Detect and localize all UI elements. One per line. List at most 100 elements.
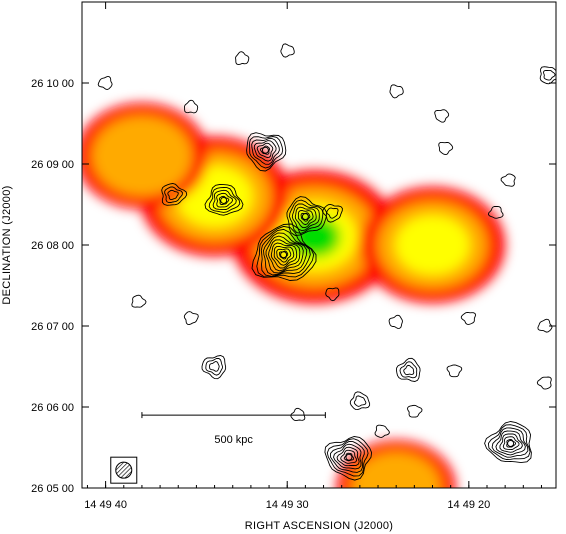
contour-source-3 xyxy=(324,436,373,481)
contour-ring xyxy=(131,294,147,308)
contour-ring xyxy=(340,449,358,464)
y-tick-label: 26 10 00 xyxy=(31,78,74,90)
contour-ring xyxy=(256,225,315,278)
contour-source-17 xyxy=(434,109,450,123)
contour-source-8 xyxy=(201,355,227,380)
contour-ring xyxy=(324,436,373,481)
contour-ring xyxy=(536,376,552,390)
contour-ring xyxy=(208,187,241,213)
contour-layer xyxy=(97,43,556,481)
contour-source-29 xyxy=(184,99,199,114)
contour-ring xyxy=(216,192,234,208)
contour-peak xyxy=(280,251,288,259)
contour-ring xyxy=(235,51,250,66)
contour-source-6 xyxy=(161,183,188,206)
contour-source-2 xyxy=(246,132,287,172)
contour-source-10 xyxy=(349,391,371,411)
contour-ring xyxy=(253,140,277,162)
contour-source-19 xyxy=(487,205,504,219)
contour-ring xyxy=(273,245,295,266)
contour-ring xyxy=(260,145,271,155)
contour-ring xyxy=(256,142,274,158)
y-tick-label: 26 09 00 xyxy=(31,159,74,171)
contour-ring xyxy=(500,173,516,187)
contour-ring xyxy=(499,433,523,453)
y-tick-label: 26 05 00 xyxy=(31,483,74,495)
emission-level-2-2 xyxy=(395,215,471,275)
contour-ring xyxy=(246,132,287,172)
contour-ring xyxy=(446,364,463,378)
contour-ring xyxy=(374,424,390,438)
contour-ring xyxy=(278,250,289,260)
contour-source-0 xyxy=(251,223,317,281)
contour-ring xyxy=(326,438,369,477)
contour-source-4 xyxy=(484,421,532,464)
contour-ring xyxy=(291,203,320,232)
contour-source-23 xyxy=(388,314,403,329)
contour-source-27 xyxy=(460,311,477,325)
contour-source-30 xyxy=(280,43,295,58)
contour-peak xyxy=(220,196,228,204)
contour-peak xyxy=(507,439,515,447)
contour-ring xyxy=(460,311,477,325)
contour-source-22 xyxy=(325,287,340,302)
scale-bar: 500 kpc xyxy=(141,412,326,446)
contour-source-25 xyxy=(374,424,390,438)
contour-ring xyxy=(286,196,327,236)
contour-ring xyxy=(343,452,355,462)
contour-ring xyxy=(248,136,284,169)
contour-ring xyxy=(403,364,415,376)
emission-blur-group xyxy=(82,103,506,488)
contour-ring xyxy=(289,199,324,234)
contour-ring xyxy=(205,357,223,376)
x-tick-label: 14 49 30 xyxy=(266,499,309,511)
contour-ring xyxy=(294,206,317,229)
contour-ring xyxy=(276,248,292,263)
x-tick-label: 14 49 20 xyxy=(447,499,490,511)
contour-ring xyxy=(399,361,418,379)
contour-ring xyxy=(209,361,220,372)
contour-source-28 xyxy=(97,76,113,90)
contour-ring xyxy=(353,395,367,407)
beam-ellipse xyxy=(115,461,133,479)
beam-marker xyxy=(110,456,138,484)
contour-ring xyxy=(204,184,244,216)
contour-ring xyxy=(330,441,365,473)
contour-ring xyxy=(161,183,188,206)
x-axis-title: RIGHT ASCENSION (J2000) xyxy=(245,520,394,532)
contour-ring xyxy=(297,210,314,226)
contour-ring xyxy=(349,391,371,411)
contour-ring xyxy=(167,189,179,201)
contour-ring xyxy=(325,287,340,302)
contour-ring xyxy=(438,141,454,156)
diffuse-emission-layer xyxy=(82,103,506,488)
contour-ring xyxy=(265,235,304,274)
contour-ring xyxy=(487,424,531,460)
contour-ring xyxy=(322,203,343,223)
contour-ring xyxy=(333,443,362,470)
contour-source-1 xyxy=(286,196,327,236)
contour-ring xyxy=(268,239,301,272)
contour-source-21 xyxy=(183,311,199,325)
contour-source-26 xyxy=(407,404,423,418)
contour-ring xyxy=(389,84,404,99)
contour-ring xyxy=(164,186,183,204)
contour-ring xyxy=(491,427,529,458)
contour-ring xyxy=(396,357,421,382)
beam-box xyxy=(110,456,138,484)
contour-source-11 xyxy=(539,66,556,85)
scale-bar-label: 500 kpc xyxy=(214,434,253,446)
contour-ring xyxy=(270,242,298,269)
contour-source-18 xyxy=(500,173,516,187)
contour-ring xyxy=(260,228,311,277)
x-tick-label: 14 49 40 xyxy=(84,499,127,511)
contour-ring xyxy=(336,446,360,467)
contour-ring xyxy=(201,355,227,380)
contour-ring xyxy=(495,430,526,456)
contour-ring xyxy=(537,318,553,333)
contour-ring xyxy=(543,69,556,81)
contour-source-9 xyxy=(396,357,421,382)
contour-ring xyxy=(539,66,556,85)
contour-ring xyxy=(212,189,237,211)
y-tick-label: 26 07 00 xyxy=(31,321,74,333)
